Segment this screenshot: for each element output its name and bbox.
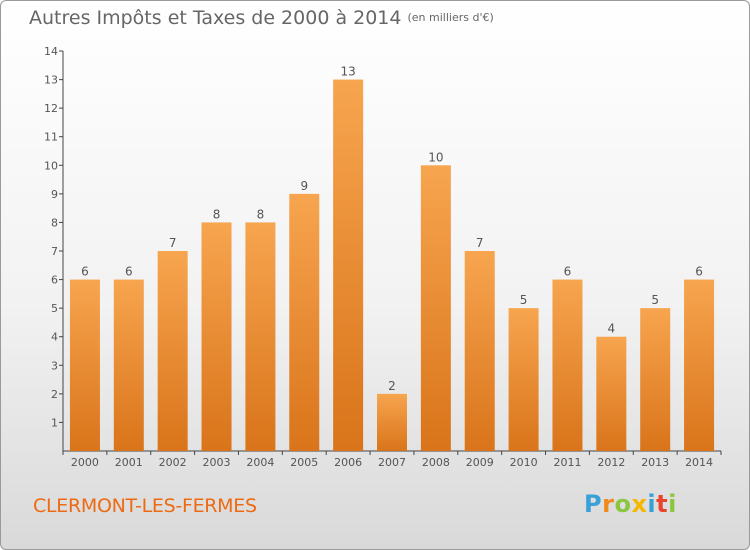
- logo-letter: x: [631, 490, 648, 518]
- x-tick-label: 2006: [334, 456, 362, 469]
- bar: [508, 308, 539, 451]
- bar: [289, 193, 320, 451]
- x-tick-label: 2010: [510, 456, 538, 469]
- y-tick-label: 14: [44, 45, 58, 58]
- bar: [245, 222, 276, 451]
- y-tick-label: 2: [51, 388, 58, 401]
- y-tick-label: 9: [51, 188, 58, 201]
- logo-letter: r: [602, 490, 615, 518]
- x-tick-label: 2014: [685, 456, 713, 469]
- y-tick-label: 11: [44, 131, 58, 144]
- value-labels: 6 6 7 8 8 9 13 2 10 7 5 6 4 5 6: [81, 65, 703, 393]
- y-tick-label: 7: [51, 245, 58, 258]
- value-label: 6: [564, 265, 572, 279]
- bar: [464, 251, 495, 451]
- y-tick-label: 10: [44, 159, 58, 172]
- bar: [684, 279, 715, 451]
- value-label: 7: [476, 236, 484, 250]
- value-label: 2: [388, 379, 396, 393]
- bar: [333, 79, 364, 452]
- x-tick-label: 2012: [597, 456, 625, 469]
- value-label: 5: [520, 293, 528, 307]
- y-tick-label: 13: [44, 74, 58, 87]
- bar: [201, 222, 232, 451]
- logo-letter: P: [584, 490, 603, 518]
- x-tick-label: 2007: [378, 456, 406, 469]
- y-tick-label: 8: [51, 216, 58, 229]
- x-tick-label: 2008: [422, 456, 450, 469]
- bar: [157, 251, 188, 451]
- city-name: CLERMONT-LES-FERMES: [33, 495, 257, 517]
- x-tick-label: 2013: [641, 456, 669, 469]
- logo-letter: o: [614, 490, 632, 518]
- bar: [113, 279, 144, 451]
- x-tick-label: 2004: [246, 456, 274, 469]
- y-tick-label: 12: [44, 102, 58, 115]
- value-label: 6: [81, 265, 89, 279]
- x-tick-label: 2003: [203, 456, 231, 469]
- value-label: 7: [169, 236, 177, 250]
- y-tick-label: 3: [51, 359, 58, 372]
- proxiti-logo[interactable]: Proxiti: [584, 490, 677, 518]
- y-tick-label: 1: [51, 416, 58, 429]
- bar: [377, 393, 407, 451]
- bar: [69, 279, 100, 451]
- value-label: 6: [695, 265, 703, 279]
- bar: [640, 308, 671, 451]
- title-unit: (en milliers d'€): [407, 11, 494, 24]
- logo-letter: i: [668, 490, 677, 518]
- value-label: 10: [428, 150, 443, 164]
- value-label: 8: [213, 207, 221, 221]
- bars: [69, 79, 715, 452]
- value-label: 6: [125, 265, 133, 279]
- value-label: 13: [340, 65, 355, 79]
- value-label: 9: [300, 179, 308, 193]
- x-tick-label: 2000: [71, 456, 99, 469]
- bar: [420, 165, 451, 452]
- y-tick-label: 6: [51, 274, 58, 287]
- y-tick-label: 5: [51, 302, 58, 315]
- x-tick-label: 2005: [290, 456, 318, 469]
- value-label: 8: [257, 207, 265, 221]
- x-tick-label: 2002: [159, 456, 187, 469]
- chart-title: Autres Impôts et Taxes de 2000 à 2014 (en…: [29, 7, 494, 29]
- x-tick-label: 2011: [553, 456, 581, 469]
- bar: [552, 279, 583, 451]
- y-tick-label: 4: [51, 331, 58, 344]
- title-text: Autres Impôts et Taxes de 2000 à 2014: [29, 7, 402, 29]
- x-tick-label: 2001: [115, 456, 143, 469]
- bar: [596, 336, 627, 451]
- value-label: 5: [651, 293, 659, 307]
- logo-letter: t: [656, 490, 669, 518]
- value-label: 4: [608, 322, 616, 336]
- x-tick-label: 2009: [466, 456, 494, 469]
- logo-letter: i: [647, 490, 657, 518]
